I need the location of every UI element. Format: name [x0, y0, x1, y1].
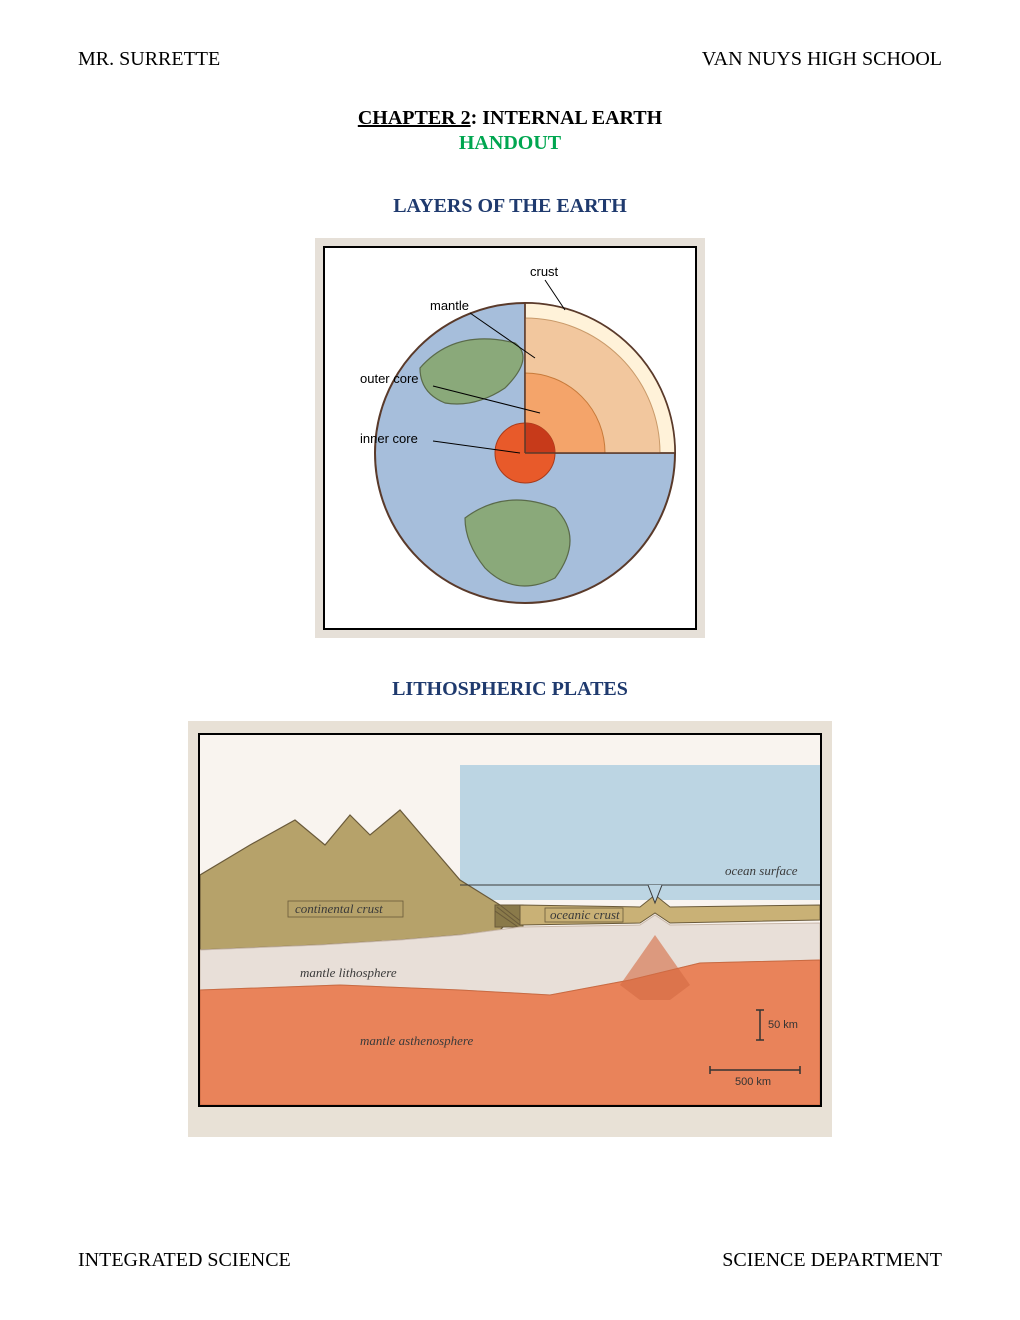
label-mantle: mantle [430, 298, 469, 313]
header-left: MR. SURRETTE [78, 48, 220, 71]
page-footer: INTEGRATED SCIENCE SCIENCE DEPARTMENT [78, 1249, 942, 1272]
litho-figure-wrap: ocean surface continental crust oceanic … [78, 721, 942, 1137]
footer-right: SCIENCE DEPARTMENT [722, 1249, 942, 1272]
label-mantle-asthenosphere: mantle asthenosphere [360, 1033, 473, 1048]
label-outer-core: outer core [360, 371, 419, 386]
earth-figure: crust mantle outer core inner core [323, 246, 697, 630]
earth-diagram-svg: crust mantle outer core inner core [325, 248, 695, 628]
label-scale-horizontal: 500 km [735, 1076, 771, 1088]
section-heading-layers: LAYERS OF THE EARTH [78, 195, 942, 218]
label-oceanic-crust: oceanic crust [550, 907, 620, 922]
page-header: MR. SURRETTE VAN NUYS HIGH SCHOOL [78, 48, 942, 71]
header-right: VAN NUYS HIGH SCHOOL [702, 48, 942, 71]
litho-diagram-svg: ocean surface continental crust oceanic … [200, 735, 820, 1105]
label-continental-crust: continental crust [295, 901, 383, 916]
label-mantle-lithosphere: mantle lithosphere [300, 965, 397, 980]
section-heading-litho: LITHOSPHERIC PLATES [78, 678, 942, 701]
chapter-prefix: CHAPTER 2 [358, 107, 471, 129]
footer-left: INTEGRATED SCIENCE [78, 1249, 291, 1272]
label-crust: crust [530, 264, 559, 279]
litho-figure-frame: ocean surface continental crust oceanic … [188, 721, 832, 1137]
page: MR. SURRETTE VAN NUYS HIGH SCHOOL CHAPTE… [0, 0, 1020, 1320]
litho-figure: ocean surface continental crust oceanic … [198, 733, 822, 1107]
label-inner-core: inner core [360, 431, 418, 446]
earth-figure-wrap: crust mantle outer core inner core [78, 238, 942, 638]
label-ocean-surface: ocean surface [725, 863, 798, 878]
chapter-title: CHAPTER 2: INTERNAL EARTH [78, 107, 942, 130]
handout-label: HANDOUT [78, 132, 942, 155]
title-block: CHAPTER 2: INTERNAL EARTH HANDOUT [78, 107, 942, 155]
chapter-rest: : INTERNAL EARTH [471, 107, 663, 129]
label-scale-vertical: 50 km [768, 1019, 798, 1031]
earth-figure-frame: crust mantle outer core inner core [315, 238, 705, 638]
